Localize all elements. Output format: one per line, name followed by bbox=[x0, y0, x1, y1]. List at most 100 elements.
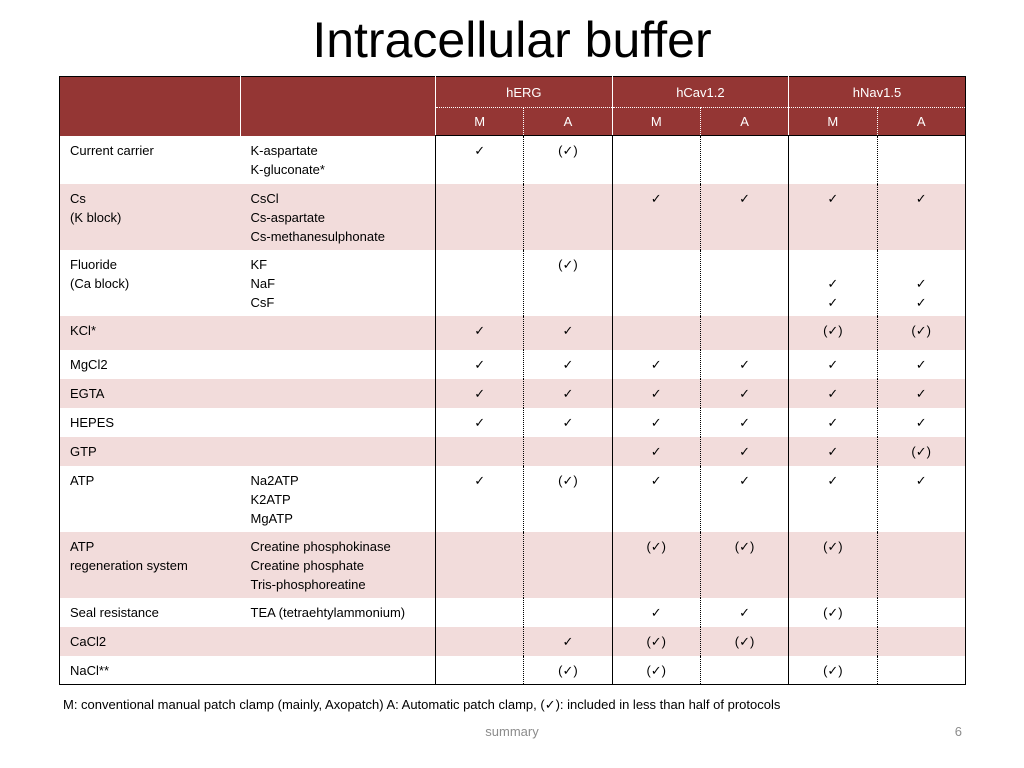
mark-cell: ✓ ✓ bbox=[788, 249, 877, 316]
mark-cell bbox=[699, 249, 789, 316]
buffer-table-container: hERG hCav1.2 hNav1.5 M A M A M A Current… bbox=[59, 76, 966, 685]
mark-cell: (✓) bbox=[611, 626, 701, 656]
mark-cell: ✓ bbox=[611, 465, 701, 532]
mark-cell: ✓ bbox=[699, 597, 789, 627]
mark-cell: ✓ bbox=[434, 378, 524, 408]
mark-cell: (✓) bbox=[699, 626, 789, 656]
mark-cell: (✓) bbox=[788, 315, 877, 350]
table-row: ATP Na2ATP K2ATP MgATP ✓ (✓) ✓ ✓ ✓ ✓ bbox=[59, 465, 966, 532]
mark-cell: ✓ bbox=[611, 349, 701, 379]
subheader-a: A bbox=[876, 107, 966, 136]
table-row: Seal resistance TEA (tetraehtylammonium) ✓… bbox=[59, 597, 966, 627]
row-components bbox=[240, 655, 436, 685]
subheader-m: M bbox=[434, 107, 524, 136]
mark-cell: (✓) bbox=[788, 531, 877, 598]
mark-cell bbox=[611, 249, 701, 316]
mark-cell bbox=[876, 531, 966, 598]
table-row: NaCl** (✓) (✓) (✓) bbox=[59, 655, 966, 685]
mark-cell bbox=[523, 183, 613, 250]
mark-cell: ✓ bbox=[788, 436, 877, 466]
mark-cell bbox=[434, 597, 524, 627]
mark-cell: ✓ bbox=[611, 436, 701, 466]
table-row: Cs (K block) CsCl Cs-aspartate Cs-methane… bbox=[59, 183, 966, 250]
header-channel-hnav15: hNav1.5 bbox=[788, 76, 966, 108]
mark-cell: ✓ bbox=[699, 465, 789, 532]
mark-cell: ✓ bbox=[876, 183, 966, 250]
header-channel-herg: hERG bbox=[435, 76, 613, 108]
mark-cell: ✓ bbox=[523, 349, 613, 379]
subheader-a: A bbox=[699, 107, 789, 136]
row-name: HEPES bbox=[59, 407, 241, 437]
row-name: EGTA bbox=[59, 378, 241, 408]
mark-cell: ✓ bbox=[434, 465, 524, 532]
header-blank-name bbox=[59, 76, 241, 136]
mark-cell bbox=[699, 315, 789, 350]
row-name: Cs (K block) bbox=[59, 183, 241, 250]
mark-cell: ✓ bbox=[788, 183, 877, 250]
mark-cell: ✓ bbox=[699, 378, 789, 408]
footnote: M: conventional manual patch clamp (main… bbox=[63, 697, 781, 712]
mark-cell: (✓) bbox=[611, 531, 701, 598]
mark-cell: ✓ bbox=[788, 349, 877, 379]
row-components: Na2ATP K2ATP MgATP bbox=[240, 465, 436, 532]
row-name: KCl* bbox=[59, 315, 241, 350]
mark-cell: ✓ bbox=[876, 465, 966, 532]
mark-cell bbox=[523, 597, 613, 627]
mark-cell: ✓ bbox=[434, 135, 524, 184]
table-row: HEPES ✓ ✓ ✓ ✓ ✓ ✓ bbox=[59, 407, 966, 437]
mark-cell: ✓ bbox=[876, 407, 966, 437]
mark-cell: ✓ bbox=[523, 315, 613, 350]
mark-cell bbox=[434, 436, 524, 466]
row-components bbox=[240, 315, 436, 350]
header-channel-hcav12: hCav1.2 bbox=[611, 76, 789, 108]
row-components: Creatine phosphokinase Creatine phosphat… bbox=[240, 531, 436, 598]
mark-cell: ✓ bbox=[788, 378, 877, 408]
mark-cell: ✓ bbox=[876, 349, 966, 379]
mark-cell: ✓ bbox=[788, 465, 877, 532]
mark-cell: (✓) bbox=[523, 465, 613, 532]
mark-cell: (✓) bbox=[788, 597, 877, 627]
row-components bbox=[240, 407, 436, 437]
row-name: Current carrier bbox=[59, 135, 241, 184]
mark-cell bbox=[876, 655, 966, 685]
mark-cell: ✓ bbox=[434, 315, 524, 350]
mark-cell bbox=[611, 315, 701, 350]
mark-cell bbox=[699, 135, 789, 184]
mark-cell: ✓ bbox=[611, 407, 701, 437]
table-row: MgCl2 ✓ ✓ ✓ ✓ ✓ ✓ bbox=[59, 349, 966, 379]
mark-cell: ✓ bbox=[434, 349, 524, 379]
row-name: NaCl** bbox=[59, 655, 241, 685]
mark-cell bbox=[876, 626, 966, 656]
mark-cell: ✓ bbox=[523, 378, 613, 408]
table-body: Current carrier K-aspartate K-gluconate* ✓… bbox=[59, 135, 966, 685]
mark-cell: (✓) bbox=[699, 531, 789, 598]
row-components: KF NaF CsF bbox=[240, 249, 436, 316]
mark-cell: ✓ bbox=[876, 378, 966, 408]
row-name: CaCl2 bbox=[59, 626, 241, 656]
row-name: GTP bbox=[59, 436, 241, 466]
mark-cell bbox=[788, 626, 877, 656]
row-components bbox=[240, 626, 436, 656]
mark-cell bbox=[434, 183, 524, 250]
buffer-table: hERG hCav1.2 hNav1.5 M A M A M A Current… bbox=[59, 76, 966, 685]
row-name: ATP bbox=[59, 465, 241, 532]
mark-cell: (✓) bbox=[876, 436, 966, 466]
table-row: Current carrier K-aspartate K-gluconate* ✓… bbox=[59, 135, 966, 184]
mark-cell: ✓ bbox=[699, 349, 789, 379]
row-components: K-aspartate K-gluconate* bbox=[240, 135, 436, 184]
table-row: ATP regeneration system Creatine phosphok… bbox=[59, 531, 966, 598]
footer-label: summary bbox=[485, 724, 539, 739]
mark-cell: (✓) bbox=[611, 655, 701, 685]
mark-cell bbox=[611, 135, 701, 184]
header-blank-components bbox=[240, 76, 436, 136]
mark-cell bbox=[876, 597, 966, 627]
mark-cell: ✓ bbox=[523, 626, 613, 656]
row-components bbox=[240, 349, 436, 379]
mark-cell: ✓ ✓ bbox=[876, 249, 966, 316]
mark-cell bbox=[788, 135, 877, 184]
mark-cell: (✓) bbox=[523, 655, 613, 685]
mark-cell: ✓ bbox=[699, 183, 789, 250]
row-components: TEA (tetraehtylammonium) bbox=[240, 597, 436, 627]
mark-cell bbox=[876, 135, 966, 184]
mark-cell bbox=[434, 626, 524, 656]
